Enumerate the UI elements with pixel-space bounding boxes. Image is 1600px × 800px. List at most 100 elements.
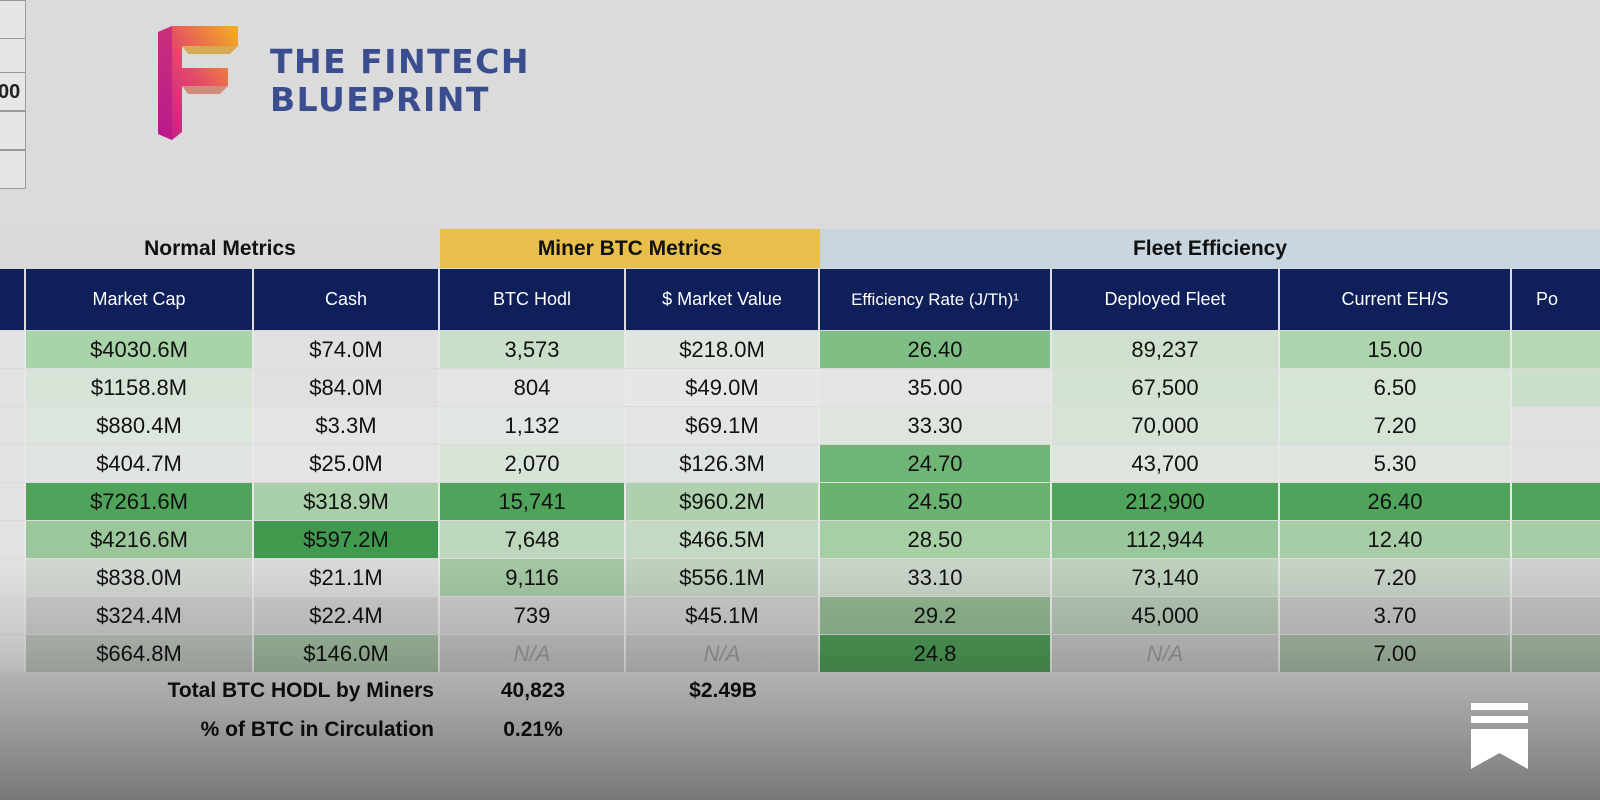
cell-market-cap: $324.4M [26, 597, 254, 634]
header-deployed-fleet: Deployed Fleet [1052, 269, 1280, 330]
section-miner-btc-metrics: Miner BTC Metrics [440, 229, 820, 268]
row-edge-cell [0, 407, 26, 444]
total-btc-label: Total BTC HODL by Miners [167, 679, 434, 702]
cell-efficiency-rate: 33.30 [820, 407, 1052, 444]
cell-efficiency-rate: 33.10 [820, 559, 1052, 596]
cell-btc-hodl: 804 [440, 369, 626, 406]
cell-partial-right [1512, 331, 1600, 368]
cell-market-value: $556.1M [626, 559, 820, 596]
cell-market-cap: $7261.6M [26, 483, 254, 520]
row-edge-cell [0, 521, 26, 558]
cell-market-value: $69.1M [626, 407, 820, 444]
cell-current-ehs: 7.20 [1280, 407, 1512, 444]
cell-partial-right [1512, 483, 1600, 520]
cell-btc-hodl: 15,741 [440, 483, 626, 520]
cell-efficiency-rate: 24.70 [820, 445, 1052, 482]
cell-partial-right [1512, 521, 1600, 558]
cell-current-ehs: 3.70 [1280, 597, 1512, 634]
header-current-ehs: Current EH/S [1280, 269, 1512, 330]
substack-bookmark-icon[interactable] [1471, 703, 1528, 769]
cell-current-ehs: 6.50 [1280, 369, 1512, 406]
cell-deployed-fleet: 67,500 [1052, 369, 1280, 406]
cell-efficiency-rate: 29.2 [820, 597, 1052, 634]
cell-efficiency-rate: 24.50 [820, 483, 1052, 520]
cell-btc-hodl: 9,116 [440, 559, 626, 596]
row-edge-cell [0, 635, 26, 672]
cell-deployed-fleet: 70,000 [1052, 407, 1280, 444]
total-market-value: $2.49B [689, 679, 757, 702]
cell-current-ehs: 26.40 [1280, 483, 1512, 520]
edge-cell [0, 150, 26, 189]
edge-cell [0, 38, 26, 77]
header-market-value: $ Market Value [626, 269, 820, 330]
row-edge-cell [0, 445, 26, 482]
cell-deployed-fleet: 43,700 [1052, 445, 1280, 482]
cell-btc-hodl: 7,648 [440, 521, 626, 558]
cell-cash: $146.0M [254, 635, 440, 672]
cell-market-value: $126.3M [626, 445, 820, 482]
cell-current-ehs: 5.30 [1280, 445, 1512, 482]
cell-partial-right [1512, 407, 1600, 444]
cell-deployed-fleet: 212,900 [1052, 483, 1280, 520]
cell-market-value: $218.0M [626, 331, 820, 368]
row-edge-cell [0, 483, 26, 520]
cell-partial-right [1512, 445, 1600, 482]
cell-efficiency-rate: 35.00 [820, 369, 1052, 406]
cell-market-cap: $664.8M [26, 635, 254, 672]
cell-btc-hodl: 3,573 [440, 331, 626, 368]
cell-partial-right [1512, 635, 1600, 672]
logo-text-line1: THE FINTECH [270, 42, 530, 81]
pct-circulation-value: 0.21% [503, 718, 563, 741]
cell-partial-right [1512, 559, 1600, 596]
cell-market-value: $49.0M [626, 369, 820, 406]
header-partial-right: Po [1512, 269, 1600, 330]
cell-market-cap: $1158.8M [26, 369, 254, 406]
cell-market-value: $466.5M [626, 521, 820, 558]
total-btc-value: 40,823 [500, 679, 566, 702]
pct-circulation-label: % of BTC in Circulation [200, 718, 434, 741]
cell-deployed-fleet: N/A [1052, 635, 1280, 672]
header-market-cap: Market Cap [26, 269, 254, 330]
cell-deployed-fleet: 73,140 [1052, 559, 1280, 596]
cell-cash: $22.4M [254, 597, 440, 634]
header-cash: Cash [254, 269, 440, 330]
edge-cell [0, 111, 26, 150]
row-edge-cell [0, 559, 26, 596]
cell-market-value: N/A [626, 635, 820, 672]
cell-cash: $74.0M [254, 331, 440, 368]
section-fleet-efficiency: Fleet Efficiency [820, 229, 1600, 268]
cell-btc-hodl: 2,070 [440, 445, 626, 482]
cell-market-cap: $404.7M [26, 445, 254, 482]
cell-market-cap: $4030.6M [26, 331, 254, 368]
cell-market-cap: $4216.6M [26, 521, 254, 558]
cell-cash: $84.0M [254, 369, 440, 406]
cell-partial-right [1512, 597, 1600, 634]
cell-btc-hodl: 739 [440, 597, 626, 634]
cell-market-cap: $838.0M [26, 559, 254, 596]
cell-efficiency-rate: 24.8 [820, 635, 1052, 672]
section-normal-metrics: Normal Metrics [0, 229, 440, 268]
row-edge-cell [0, 331, 26, 368]
cell-cash: $25.0M [254, 445, 440, 482]
header-partial-left [0, 269, 26, 330]
cell-market-value: $960.2M [626, 483, 820, 520]
cell-efficiency-rate: 26.40 [820, 331, 1052, 368]
cell-partial-right [1512, 369, 1600, 406]
cell-cash: $21.1M [254, 559, 440, 596]
cell-market-cap: $880.4M [26, 407, 254, 444]
header-btc-hodl: BTC Hodl [440, 269, 626, 330]
row-edge-cell [0, 597, 26, 634]
cell-market-value: $45.1M [626, 597, 820, 634]
cell-current-ehs: 12.40 [1280, 521, 1512, 558]
edge-cell [0, 0, 26, 39]
cell-current-ehs: 7.00 [1280, 635, 1512, 672]
cell-deployed-fleet: 89,237 [1052, 331, 1280, 368]
logo-text-line2: BLUEPRINT [270, 80, 490, 119]
cell-deployed-fleet: 45,000 [1052, 597, 1280, 634]
row-edge-cell [0, 369, 26, 406]
cell-deployed-fleet: 112,944 [1052, 521, 1280, 558]
header-efficiency-rate: Efficiency Rate (J/Th)¹ [820, 269, 1052, 330]
cell-cash: $597.2M [254, 521, 440, 558]
cell-current-ehs: 15.00 [1280, 331, 1512, 368]
